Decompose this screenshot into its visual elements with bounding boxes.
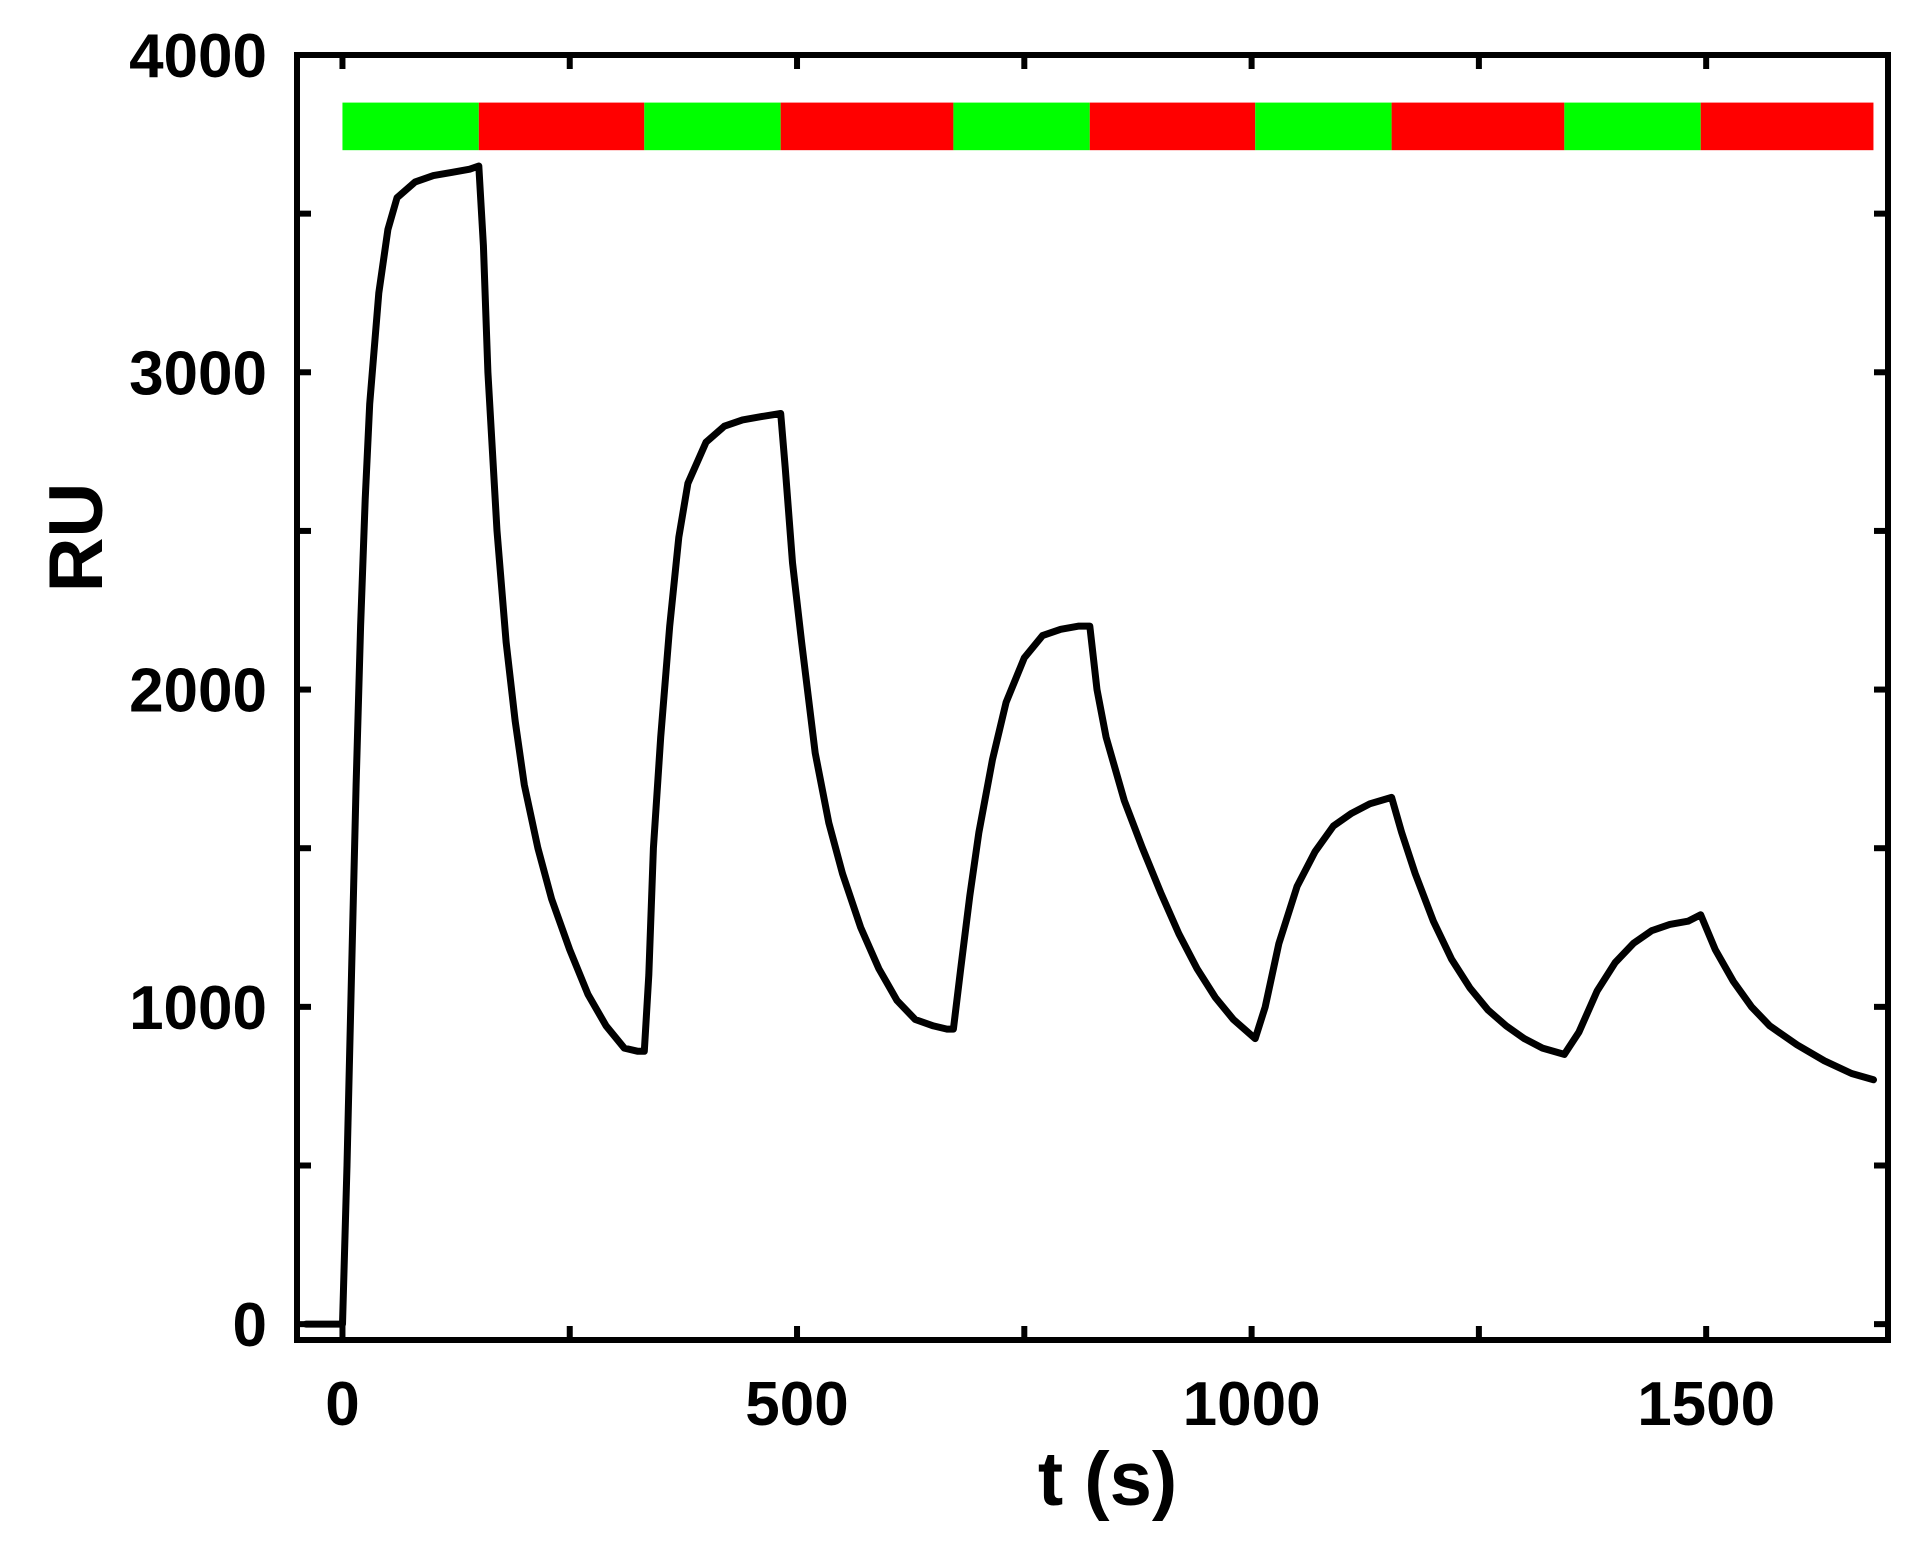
phase-segment-dissociation xyxy=(1700,102,1874,151)
y-tick-label: 3000 xyxy=(129,339,267,408)
y-tick-label: 0 xyxy=(233,1291,267,1360)
y-tick-label: 1000 xyxy=(129,974,267,1043)
phase-segment-association xyxy=(1255,102,1392,151)
x-tick-labels: 0 500 1000 1500 xyxy=(325,1370,1775,1439)
phase-segment-dissociation xyxy=(780,102,954,151)
axis-ticks xyxy=(297,52,1888,1340)
x-axis-title: t (s) xyxy=(1038,1437,1177,1522)
y-tick-label: 4000 xyxy=(129,22,267,91)
curve-layer xyxy=(302,162,1877,1328)
series-line xyxy=(302,162,1877,1328)
x-tick-label: 1000 xyxy=(1183,1370,1321,1439)
y-tick-labels: 0 1000 2000 3000 4000 xyxy=(129,22,267,1360)
phase-segment-association xyxy=(644,102,781,151)
x-tick-label: 0 xyxy=(325,1370,359,1439)
phase-segment-dissociation xyxy=(478,102,645,151)
phase-segment-association xyxy=(1564,102,1701,151)
phase-segment-association xyxy=(342,102,479,151)
x-tick-label: 500 xyxy=(745,1370,848,1439)
phase-bar xyxy=(342,102,1874,151)
phase-segment-association xyxy=(953,102,1090,151)
y-axis-title: RU xyxy=(34,483,119,593)
phase-segment-dissociation xyxy=(1089,102,1256,151)
phase-segment-dissociation xyxy=(1391,102,1565,151)
plot-frame xyxy=(294,52,1891,1343)
y-tick-label: 2000 xyxy=(129,657,267,726)
x-tick-label: 1500 xyxy=(1637,1370,1775,1439)
